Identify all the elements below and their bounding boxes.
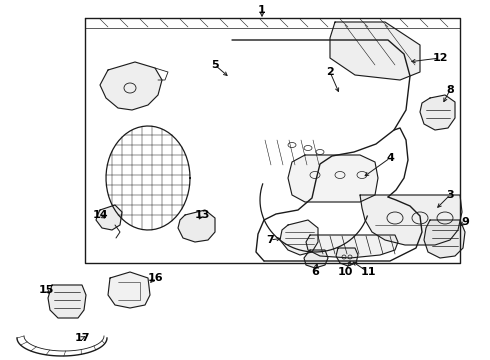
Polygon shape	[360, 195, 462, 245]
Polygon shape	[100, 62, 162, 110]
Polygon shape	[280, 220, 318, 255]
Text: 13: 13	[195, 210, 210, 220]
Polygon shape	[306, 235, 398, 258]
Text: 1: 1	[258, 5, 266, 15]
Text: 5: 5	[211, 60, 219, 70]
Text: 10: 10	[337, 267, 353, 277]
Text: 6: 6	[311, 267, 319, 277]
Polygon shape	[108, 272, 150, 308]
Polygon shape	[330, 22, 420, 80]
Polygon shape	[178, 210, 215, 242]
Text: 8: 8	[446, 85, 454, 95]
Text: 7: 7	[266, 235, 274, 245]
Text: 11: 11	[360, 267, 376, 277]
Polygon shape	[96, 205, 122, 230]
Polygon shape	[288, 155, 378, 202]
Polygon shape	[424, 220, 465, 258]
Polygon shape	[304, 250, 328, 268]
Text: 17: 17	[74, 333, 90, 343]
Text: 15: 15	[38, 285, 54, 295]
Text: 16: 16	[147, 273, 163, 283]
Text: 3: 3	[446, 190, 454, 200]
Polygon shape	[48, 285, 86, 318]
Polygon shape	[420, 95, 455, 130]
Text: 14: 14	[92, 210, 108, 220]
Text: 9: 9	[461, 217, 469, 227]
Polygon shape	[336, 248, 358, 266]
Text: 12: 12	[432, 53, 448, 63]
Text: 2: 2	[326, 67, 334, 77]
Text: 4: 4	[386, 153, 394, 163]
